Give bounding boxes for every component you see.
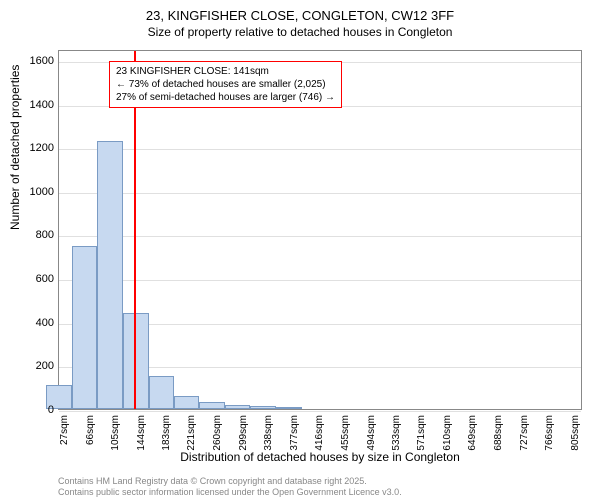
bar xyxy=(97,141,123,409)
y-tick-label: 1400 xyxy=(0,99,54,111)
y-tick-label: 200 xyxy=(0,360,54,372)
annotation-line: 27% of semi-detached houses are larger (… xyxy=(116,91,335,104)
y-tick-label: 1200 xyxy=(0,142,54,154)
footer-line-2: Contains public sector information licen… xyxy=(58,487,402,498)
gridline xyxy=(59,236,581,237)
footer-line-1: Contains HM Land Registry data © Crown c… xyxy=(58,476,402,487)
gridline xyxy=(59,411,581,412)
gridline xyxy=(59,193,581,194)
bar xyxy=(225,405,251,409)
y-tick-label: 400 xyxy=(0,317,54,329)
footer-attribution: Contains HM Land Registry data © Crown c… xyxy=(58,476,402,498)
bar xyxy=(174,396,200,409)
y-tick-label: 1000 xyxy=(0,186,54,198)
chart-container: 23, KINGFISHER CLOSE, CONGLETON, CW12 3F… xyxy=(0,0,600,500)
bar xyxy=(149,376,175,409)
chart-subtitle: Size of property relative to detached ho… xyxy=(0,23,600,43)
plot-area: 27sqm66sqm105sqm144sqm183sqm221sqm260sqm… xyxy=(58,50,582,410)
y-tick-label: 600 xyxy=(0,273,54,285)
bar xyxy=(199,402,225,409)
gridline xyxy=(59,280,581,281)
x-axis-label: Distribution of detached houses by size … xyxy=(58,450,582,464)
gridline xyxy=(59,149,581,150)
bar xyxy=(72,246,98,409)
annotation-line: 23 KINGFISHER CLOSE: 141sqm xyxy=(116,65,335,78)
chart-title: 23, KINGFISHER CLOSE, CONGLETON, CW12 3F… xyxy=(0,0,600,23)
bar xyxy=(276,407,302,409)
annotation-line: ← 73% of detached houses are smaller (2,… xyxy=(116,78,335,91)
y-tick-label: 1600 xyxy=(0,55,54,67)
y-tick-label: 800 xyxy=(0,229,54,241)
annotation-box: 23 KINGFISHER CLOSE: 141sqm← 73% of deta… xyxy=(109,61,342,108)
bar xyxy=(250,406,276,409)
y-tick-label: 0 xyxy=(0,404,54,416)
